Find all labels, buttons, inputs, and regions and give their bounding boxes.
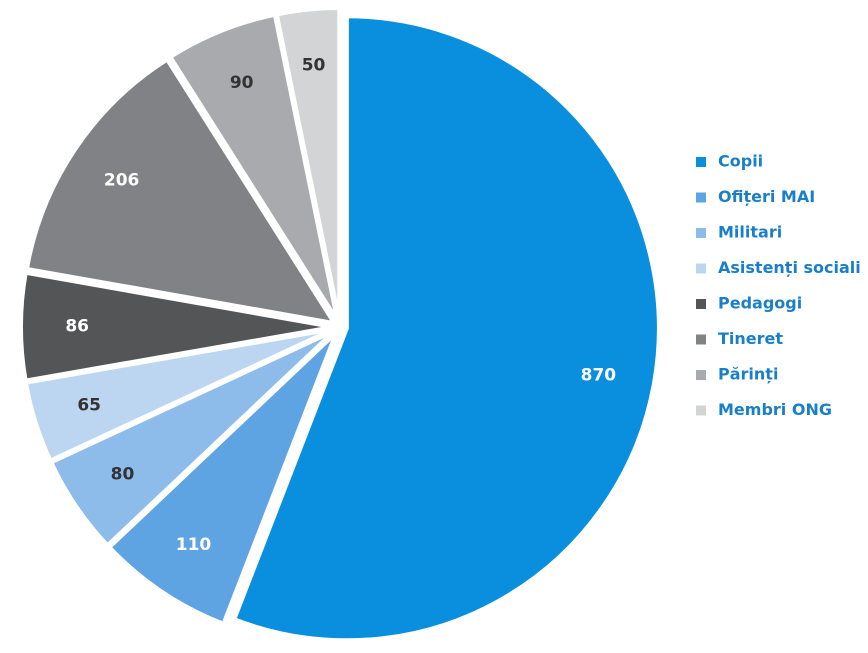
pie-slice [19, 270, 334, 383]
data-label: 90 [230, 73, 254, 93]
pie-slice [231, 14, 661, 643]
pie-slice [167, 12, 340, 322]
pie-slice [24, 56, 339, 326]
legend-label: Ofițeri MAI [718, 187, 815, 206]
data-label: 80 [111, 465, 135, 485]
legend-marker [696, 405, 706, 416]
legend-label: Militari [718, 223, 782, 242]
legend-label: Membri ONG [718, 400, 832, 419]
legend-label: Asistenți sociali [718, 258, 861, 277]
pie-slice [274, 6, 342, 321]
data-label: 870 [581, 365, 617, 385]
legend-marker [696, 370, 706, 380]
legend-label: Părinți [718, 365, 778, 384]
pie-slice [23, 327, 335, 464]
data-label: 50 [302, 55, 326, 75]
legend-marker [696, 157, 706, 167]
data-label: 65 [77, 396, 101, 416]
pie-slice [48, 329, 336, 549]
legend-marker [696, 263, 706, 274]
legend-marker [696, 334, 706, 345]
legend-label: Copii [718, 152, 763, 171]
legend-marker [696, 228, 706, 238]
legend-marker [696, 192, 706, 203]
data-label: 206 [104, 171, 140, 191]
data-label: 110 [176, 535, 212, 555]
legend-label: Tineret [718, 329, 783, 348]
legend-label: Pedagogi [718, 294, 802, 313]
data-label: 86 [65, 317, 89, 337]
legend-marker [696, 299, 706, 309]
pie-slice [106, 331, 338, 627]
